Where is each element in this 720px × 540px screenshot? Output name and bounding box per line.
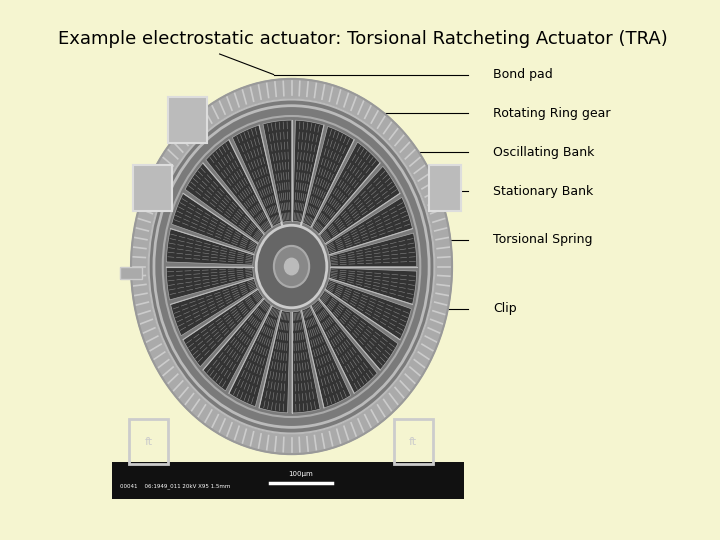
Polygon shape xyxy=(329,268,417,305)
Circle shape xyxy=(256,225,327,308)
Text: Rotating Ring gear: Rotating Ring gear xyxy=(493,107,611,120)
Polygon shape xyxy=(166,228,254,265)
Text: ft: ft xyxy=(145,437,153,447)
Polygon shape xyxy=(312,142,380,234)
Text: Oscillating Bank: Oscillating Bank xyxy=(493,146,595,159)
Polygon shape xyxy=(292,310,320,413)
Bar xyxy=(168,97,207,143)
Polygon shape xyxy=(206,140,272,233)
Polygon shape xyxy=(329,233,417,267)
Polygon shape xyxy=(325,197,413,255)
Bar xyxy=(394,419,433,464)
Text: Torsional Spring: Torsional Spring xyxy=(493,233,593,246)
Circle shape xyxy=(284,258,299,275)
Text: 00041    06:1949_011 20kV X95 1.5mm: 00041 06:1949_011 20kV X95 1.5mm xyxy=(120,483,231,489)
Polygon shape xyxy=(259,310,290,413)
Text: Example electrostatic actuator: Torsional Ratcheting Actuator (TRA): Example electrostatic actuator: Torsiona… xyxy=(58,30,667,48)
Polygon shape xyxy=(325,280,411,340)
Polygon shape xyxy=(229,306,280,407)
Polygon shape xyxy=(171,193,258,253)
Text: ft: ft xyxy=(409,437,418,447)
Circle shape xyxy=(131,79,452,454)
Polygon shape xyxy=(320,166,400,244)
Polygon shape xyxy=(171,278,257,336)
Bar xyxy=(132,165,171,211)
Polygon shape xyxy=(319,291,398,370)
Text: Clip: Clip xyxy=(493,302,517,315)
Polygon shape xyxy=(302,126,354,227)
Circle shape xyxy=(274,246,309,287)
Polygon shape xyxy=(166,267,253,300)
Text: Stationary Bank: Stationary Bank xyxy=(493,185,593,198)
Circle shape xyxy=(148,99,434,434)
Text: 100μm: 100μm xyxy=(288,471,312,477)
Polygon shape xyxy=(203,299,271,391)
Polygon shape xyxy=(293,120,324,222)
Bar xyxy=(129,419,168,464)
Polygon shape xyxy=(185,163,264,242)
Polygon shape xyxy=(311,300,377,393)
Polygon shape xyxy=(302,307,351,408)
Polygon shape xyxy=(183,289,264,367)
Bar xyxy=(120,267,142,279)
Text: Bond pad: Bond pad xyxy=(493,68,553,81)
Polygon shape xyxy=(263,120,292,222)
Polygon shape xyxy=(233,125,282,227)
Bar xyxy=(429,165,461,211)
Bar xyxy=(112,462,464,500)
